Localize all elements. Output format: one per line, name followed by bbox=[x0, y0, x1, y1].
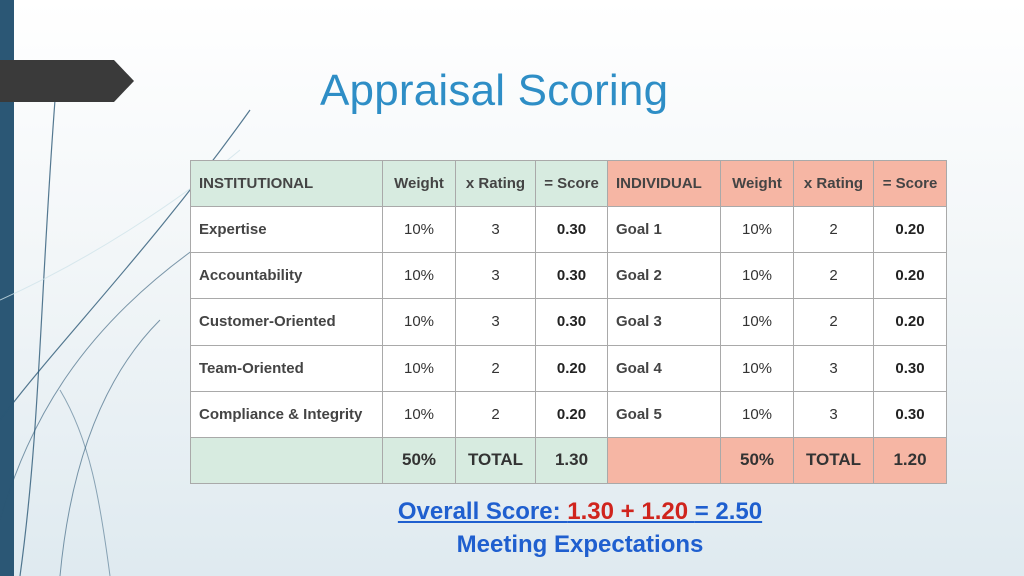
cell-weight: 10% bbox=[382, 344, 456, 392]
cell-score: 0.20 bbox=[873, 252, 947, 300]
cell-score: 0.20 bbox=[535, 344, 608, 392]
cell-rating: 2 bbox=[793, 252, 874, 300]
cell-individual-goal: Goal 1 bbox=[607, 206, 721, 254]
overall-score-result: = 2.50 bbox=[694, 498, 763, 525]
table-row: Expertise 10% 3 0.30 Goal 1 10% 2 0.20 bbox=[190, 206, 947, 254]
cell-weight: 10% bbox=[382, 252, 456, 300]
cell-score: 0.30 bbox=[535, 298, 608, 346]
cell-total-weight: 50% bbox=[720, 436, 794, 485]
cell-empty bbox=[607, 436, 721, 485]
cell-individual-goal: Goal 5 bbox=[607, 390, 721, 438]
cell-weight: 10% bbox=[382, 390, 456, 438]
cell-rating: 2 bbox=[793, 298, 874, 346]
overall-score-summary: Overall Score: 1.30 + 1.20 = 2.50 Meetin… bbox=[300, 495, 860, 561]
cell-rating: 3 bbox=[455, 298, 536, 346]
cell-score: 0.20 bbox=[873, 298, 947, 346]
cell-individual-goal: Goal 4 bbox=[607, 344, 721, 392]
cell-individual-goal: Goal 2 bbox=[607, 252, 721, 300]
table-row: Customer-Oriented 10% 3 0.30 Goal 3 10% … bbox=[190, 298, 947, 346]
header-rating: x Rating bbox=[793, 159, 874, 208]
header-weight: Weight bbox=[720, 159, 794, 208]
cell-score: 0.20 bbox=[873, 206, 947, 254]
cell-rating: 3 bbox=[455, 252, 536, 300]
overall-score-label: Overall Score: bbox=[397, 498, 568, 525]
cell-score: 0.20 bbox=[535, 390, 608, 438]
cell-rating: 3 bbox=[793, 344, 874, 392]
cell-total-score: 1.30 bbox=[535, 436, 608, 485]
header-score: = Score bbox=[535, 159, 608, 208]
header-weight: Weight bbox=[382, 159, 456, 208]
cell-score: 0.30 bbox=[873, 390, 947, 438]
table-row: Accountability 10% 3 0.30 Goal 2 10% 2 0… bbox=[190, 252, 947, 300]
appraisal-score-table: INSTITUTIONAL Weight x Rating = Score IN… bbox=[190, 159, 947, 485]
cell-rating: 2 bbox=[455, 390, 536, 438]
cell-total-score: 1.20 bbox=[873, 436, 947, 485]
table-row: Team-Oriented 10% 2 0.20 Goal 4 10% 3 0.… bbox=[190, 344, 947, 392]
cell-total-label: TOTAL bbox=[455, 436, 536, 485]
table-row: Compliance & Integrity 10% 2 0.20 Goal 5… bbox=[190, 390, 947, 438]
cell-empty bbox=[190, 436, 383, 485]
page-title: Appraisal Scoring bbox=[320, 66, 669, 115]
overall-score-expression: 1.30 + 1.20 bbox=[567, 498, 695, 525]
cell-weight: 10% bbox=[720, 344, 794, 392]
cell-weight: 10% bbox=[720, 206, 794, 254]
header-individual: INDIVIDUAL bbox=[607, 159, 721, 208]
cell-individual-goal: Goal 3 bbox=[607, 298, 721, 346]
title-tab-marker bbox=[0, 60, 134, 102]
left-accent-bar bbox=[0, 0, 14, 576]
cell-institutional-item: Team-Oriented bbox=[190, 344, 383, 392]
cell-weight: 10% bbox=[382, 298, 456, 346]
cell-rating: 2 bbox=[455, 344, 536, 392]
cell-rating: 2 bbox=[793, 206, 874, 254]
cell-weight: 10% bbox=[720, 298, 794, 346]
header-rating: x Rating bbox=[455, 159, 536, 208]
cell-institutional-item: Accountability bbox=[190, 252, 383, 300]
cell-weight: 10% bbox=[720, 390, 794, 438]
cell-weight: 10% bbox=[382, 206, 456, 254]
cell-weight: 10% bbox=[720, 252, 794, 300]
rating-text: Meeting Expectations bbox=[456, 531, 704, 558]
cell-institutional-item: Expertise bbox=[190, 206, 383, 254]
header-score: = Score bbox=[873, 159, 947, 208]
header-institutional: INSTITUTIONAL bbox=[190, 159, 383, 208]
table-totals-row: 50% TOTAL 1.30 50% TOTAL 1.20 bbox=[190, 436, 947, 485]
cell-institutional-item: Compliance & Integrity bbox=[190, 390, 383, 438]
cell-score: 0.30 bbox=[535, 252, 608, 300]
table-header-row: INSTITUTIONAL Weight x Rating = Score IN… bbox=[190, 159, 947, 208]
overall-score-line: Overall Score: 1.30 + 1.20 = 2.50 bbox=[300, 495, 860, 528]
cell-rating: 3 bbox=[455, 206, 536, 254]
cell-rating: 3 bbox=[793, 390, 874, 438]
cell-score: 0.30 bbox=[535, 206, 608, 254]
cell-institutional-item: Customer-Oriented bbox=[190, 298, 383, 346]
cell-total-label: TOTAL bbox=[793, 436, 874, 485]
cell-score: 0.30 bbox=[873, 344, 947, 392]
cell-total-weight: 50% bbox=[382, 436, 456, 485]
